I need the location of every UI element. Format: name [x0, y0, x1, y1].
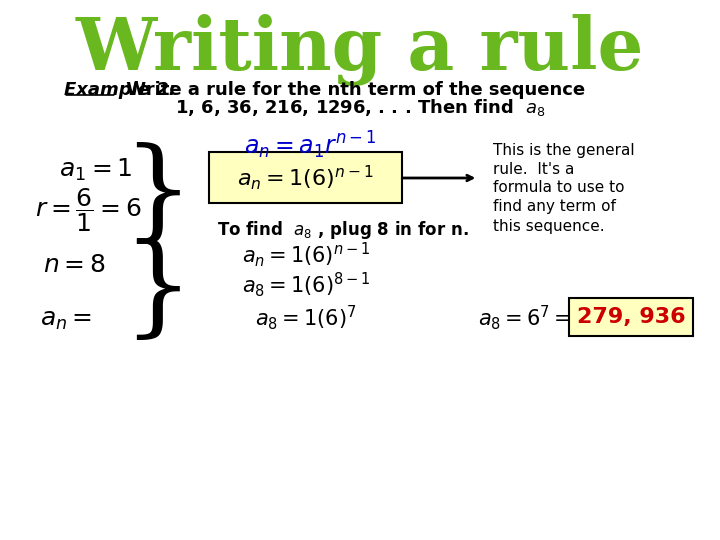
Text: $a_n = a_1 r^{n-1}$: $a_n = a_1 r^{n-1}$ — [244, 129, 377, 161]
Text: $a_8 = 1(6)^{8-1}$: $a_8 = 1(6)^{8-1}$ — [242, 271, 370, 299]
Text: Example 2:: Example 2: — [64, 81, 176, 99]
FancyBboxPatch shape — [569, 298, 693, 336]
Text: formula to use to: formula to use to — [493, 180, 624, 195]
Text: $r = \dfrac{6}{1} = 6$: $r = \dfrac{6}{1} = 6$ — [35, 186, 142, 234]
Text: To find  $a_8$ , plug 8 in for n.: To find $a_8$ , plug 8 in for n. — [217, 219, 469, 241]
Text: This is the general: This is the general — [493, 143, 634, 158]
Text: $a_n = 1(6)^{n-1}$: $a_n = 1(6)^{n-1}$ — [238, 164, 374, 192]
Text: 1, 6, 36, 216, 1296, . . . Then find  $a_8$: 1, 6, 36, 216, 1296, . . . Then find $a_… — [174, 98, 546, 118]
Text: rule.  It's a: rule. It's a — [493, 161, 575, 177]
Text: Writing a rule: Writing a rule — [76, 14, 644, 86]
Text: $a_n =$: $a_n =$ — [40, 308, 92, 332]
Text: 279, 936: 279, 936 — [577, 307, 685, 327]
Text: }: } — [122, 141, 194, 248]
Text: $n = 8$: $n = 8$ — [42, 253, 105, 277]
Text: $a_1 = 1$: $a_1 = 1$ — [60, 157, 133, 183]
FancyBboxPatch shape — [210, 152, 402, 203]
Text: this sequence.: this sequence. — [493, 219, 605, 233]
Text: find any term of: find any term of — [493, 199, 616, 214]
Text: $a_8 = 6^7 =$: $a_8 = 6^7 =$ — [478, 303, 572, 333]
Text: $a_n = 1(6)^{n-1}$: $a_n = 1(6)^{n-1}$ — [242, 241, 370, 269]
Text: $a_8 = 1(6)^{7}$: $a_8 = 1(6)^{7}$ — [255, 303, 356, 333]
Text: Write a rule for the nth term of the sequence: Write a rule for the nth term of the seq… — [120, 81, 585, 99]
Text: }: } — [122, 239, 194, 346]
